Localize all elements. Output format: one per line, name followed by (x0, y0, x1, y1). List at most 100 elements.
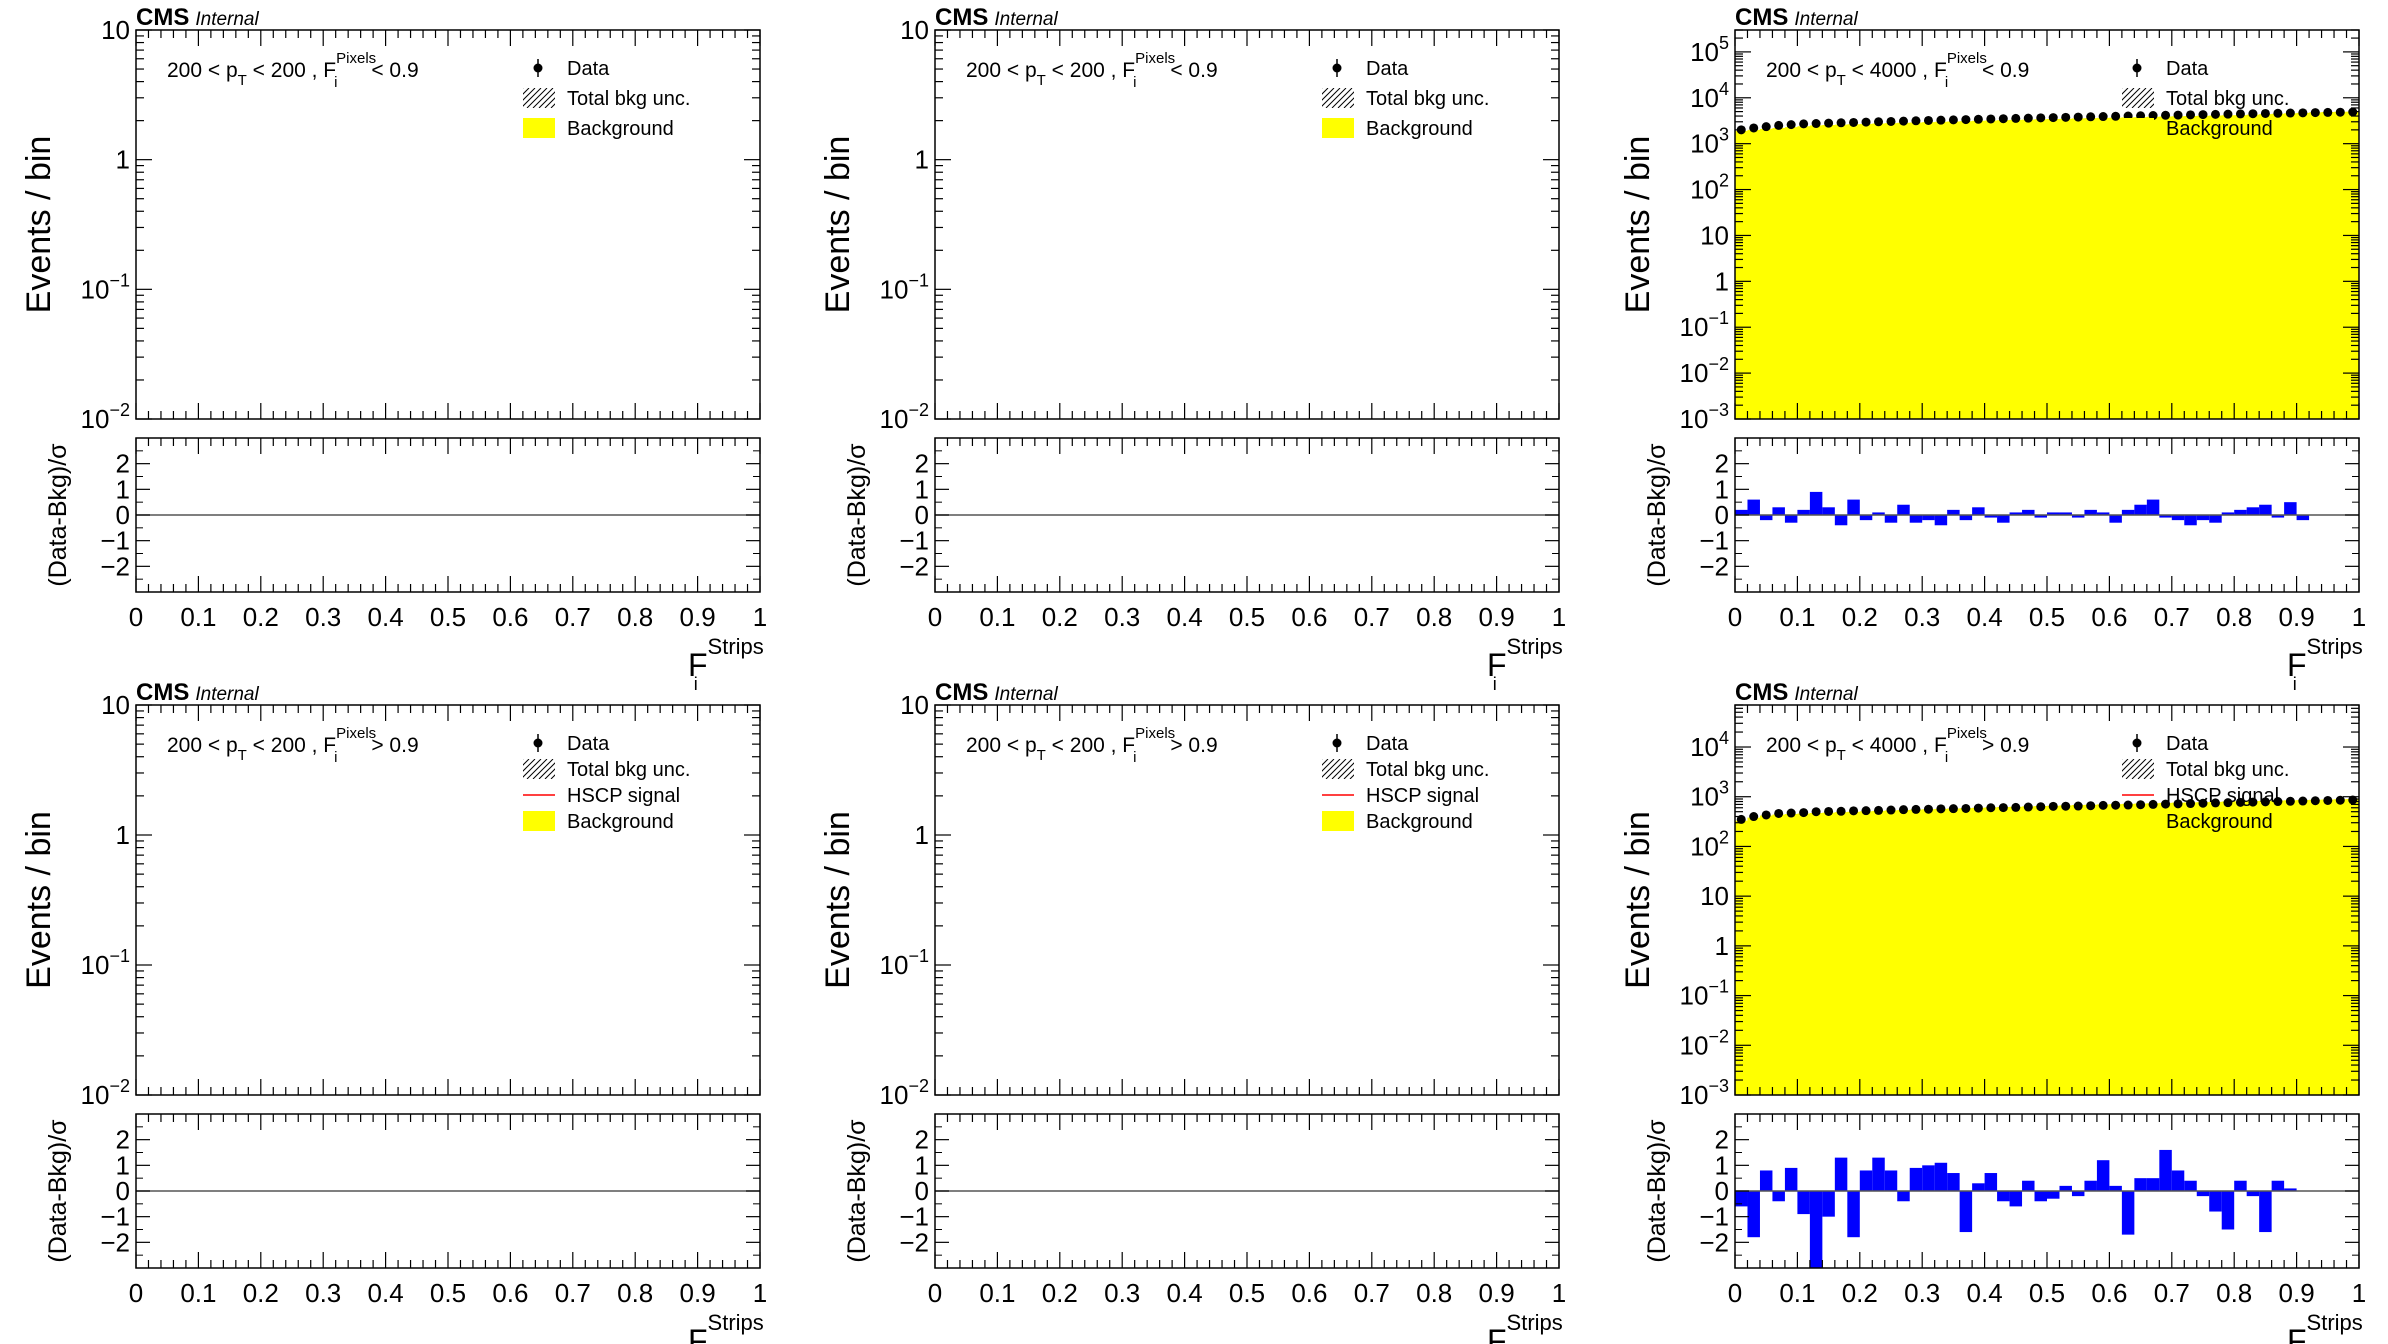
cut-text-pre: 200 < p (167, 59, 238, 82)
cut-i-subscript: i (1133, 749, 1136, 766)
y-tick-label: 10−2 (880, 400, 929, 434)
x-tick-label: 0.9 (680, 1278, 716, 1308)
data-point (1886, 116, 1896, 126)
cut-text-post: > 0.9 (1165, 734, 1218, 757)
data-point (2173, 799, 2183, 809)
x-axis-title-main: F (688, 1323, 708, 1344)
y-tick-label: 10−2 (1680, 1026, 1729, 1060)
cms-label: CMS Internal (1735, 679, 1858, 706)
x-tick-label: 1 (753, 1278, 767, 1308)
ratio-bar (2071, 515, 2085, 518)
data-point (2310, 108, 2320, 118)
ratio-bar (1847, 1191, 1860, 1238)
data-point (2210, 109, 2220, 119)
legend-hatch-line (2122, 88, 2123, 89)
cms-label: CMS Internal (935, 679, 1058, 706)
x-tick-label: 0.1 (180, 602, 216, 632)
y-tick-label-base: 10 (1700, 220, 1729, 250)
data-point (1799, 808, 1809, 818)
legend: Data Total bkg unc. HSCP signal Background (523, 733, 690, 833)
y-tick-label-exponent: 2 (1719, 171, 1729, 191)
x-axis-title-superscript: Strips (2307, 1310, 2363, 1335)
ratio-bar (1934, 515, 1948, 526)
data-point (2298, 796, 2308, 806)
y-tick-label: 10−1 (880, 946, 929, 980)
x-tick-label: 0 (928, 602, 942, 632)
y-tick-label: 10−1 (880, 270, 929, 304)
legend-hatch-line (1325, 759, 1347, 779)
ratio-y-tick-label: −2 (1699, 1227, 1729, 1257)
y-tick-label: 10 (1700, 881, 1729, 911)
legend-entry-label: Background (1366, 811, 1473, 833)
data-point (2036, 802, 2046, 812)
y-tick-label: 10−2 (81, 400, 130, 434)
ratio-y-tick-label: 1 (116, 474, 130, 504)
x-tick-label: 0.4 (368, 1278, 404, 1308)
legend-hatch-line (2122, 88, 2135, 101)
data-point (1774, 120, 1784, 130)
x-tick-label: 0.4 (1167, 1278, 1203, 1308)
ratio-bar (2146, 1178, 2160, 1191)
data-point (1749, 123, 1759, 133)
legend-data-marker (533, 738, 543, 748)
x-tick-label: 0.3 (305, 1278, 341, 1308)
x-tick-label: 0.4 (1967, 602, 2003, 632)
ratio-bar (2271, 1180, 2285, 1191)
legend-hatch-line (523, 759, 542, 778)
data-point (1811, 807, 1821, 817)
cut-text-post: > 0.9 (366, 734, 419, 757)
y-tick-label-base: 10 (1690, 831, 1719, 861)
x-axis-title-superscript: Strips (1507, 634, 1563, 659)
ratio-bar (2059, 1185, 2072, 1191)
x-tick-label: 0.7 (2154, 1278, 2190, 1308)
y-tick-label-base: 10 (1690, 129, 1719, 159)
legend-entry-label: Data (567, 58, 610, 80)
data-point (1898, 805, 1908, 815)
cut-i-subscript: i (1945, 749, 1948, 766)
cut-text-pre: 200 < p (1766, 734, 1837, 757)
cms-label: CMS Internal (136, 4, 259, 31)
cms-label-text: CMS (935, 679, 988, 706)
x-tick-label: 0 (1728, 1278, 1742, 1308)
ratio-y-tick-label: 1 (915, 1150, 929, 1180)
ratio-axis-title: (Data-Bkg)/σ (1643, 1119, 1671, 1263)
y-tick-label-base: 10 (880, 950, 909, 980)
ratio-bar (1909, 515, 1923, 523)
data-point (2186, 799, 2196, 809)
ratio-bar (2009, 512, 2023, 515)
legend-hatch-line (1343, 768, 1354, 779)
ratio-bar (2221, 512, 2235, 515)
ratio-axis-title: (Data-Bkg)/σ (44, 443, 72, 587)
y-tick-label-base: 10 (1690, 37, 1719, 67)
ratio-bar (1947, 1173, 1960, 1191)
data-point (2098, 800, 2108, 810)
cut-i-subscript: i (1945, 74, 1948, 91)
x-tick-label: 0.5 (2029, 602, 2065, 632)
cut-pixels-superscript: Pixels (1947, 50, 1987, 67)
x-axis-title-superscript: Strips (1507, 1310, 1563, 1335)
x-tick-label: 0.8 (2216, 1278, 2252, 1308)
x-tick-label: 0.8 (1416, 1278, 1452, 1308)
y-tick-label: 10−3 (1680, 400, 1729, 434)
data-point (1849, 806, 1859, 816)
legend-entry-label: Background (2166, 811, 2273, 833)
cut-pt-subscript: T (238, 747, 247, 764)
legend: Data Total bkg unc. Background (523, 58, 690, 140)
ratio-y-tick-label: 0 (915, 1176, 929, 1206)
data-point (1998, 114, 2008, 124)
data-point (2123, 800, 2133, 810)
x-axis-title-main: F (1487, 1323, 1507, 1344)
ratio-bar (2284, 1188, 2297, 1191)
data-point (2348, 795, 2358, 805)
y-tick-label-exponent: −3 (1708, 1076, 1729, 1096)
y-tick-label-exponent: −1 (109, 270, 130, 290)
data-point (2323, 107, 2333, 117)
ratio-bar (2271, 515, 2285, 518)
legend-hatch-line (2122, 759, 2135, 772)
x-tick-label: 0.9 (680, 602, 716, 632)
internal-label: Internal (1794, 684, 1858, 705)
data-point (2011, 802, 2021, 812)
cms-label: CMS Internal (1735, 4, 1858, 31)
ratio-bar (2246, 1191, 2260, 1197)
